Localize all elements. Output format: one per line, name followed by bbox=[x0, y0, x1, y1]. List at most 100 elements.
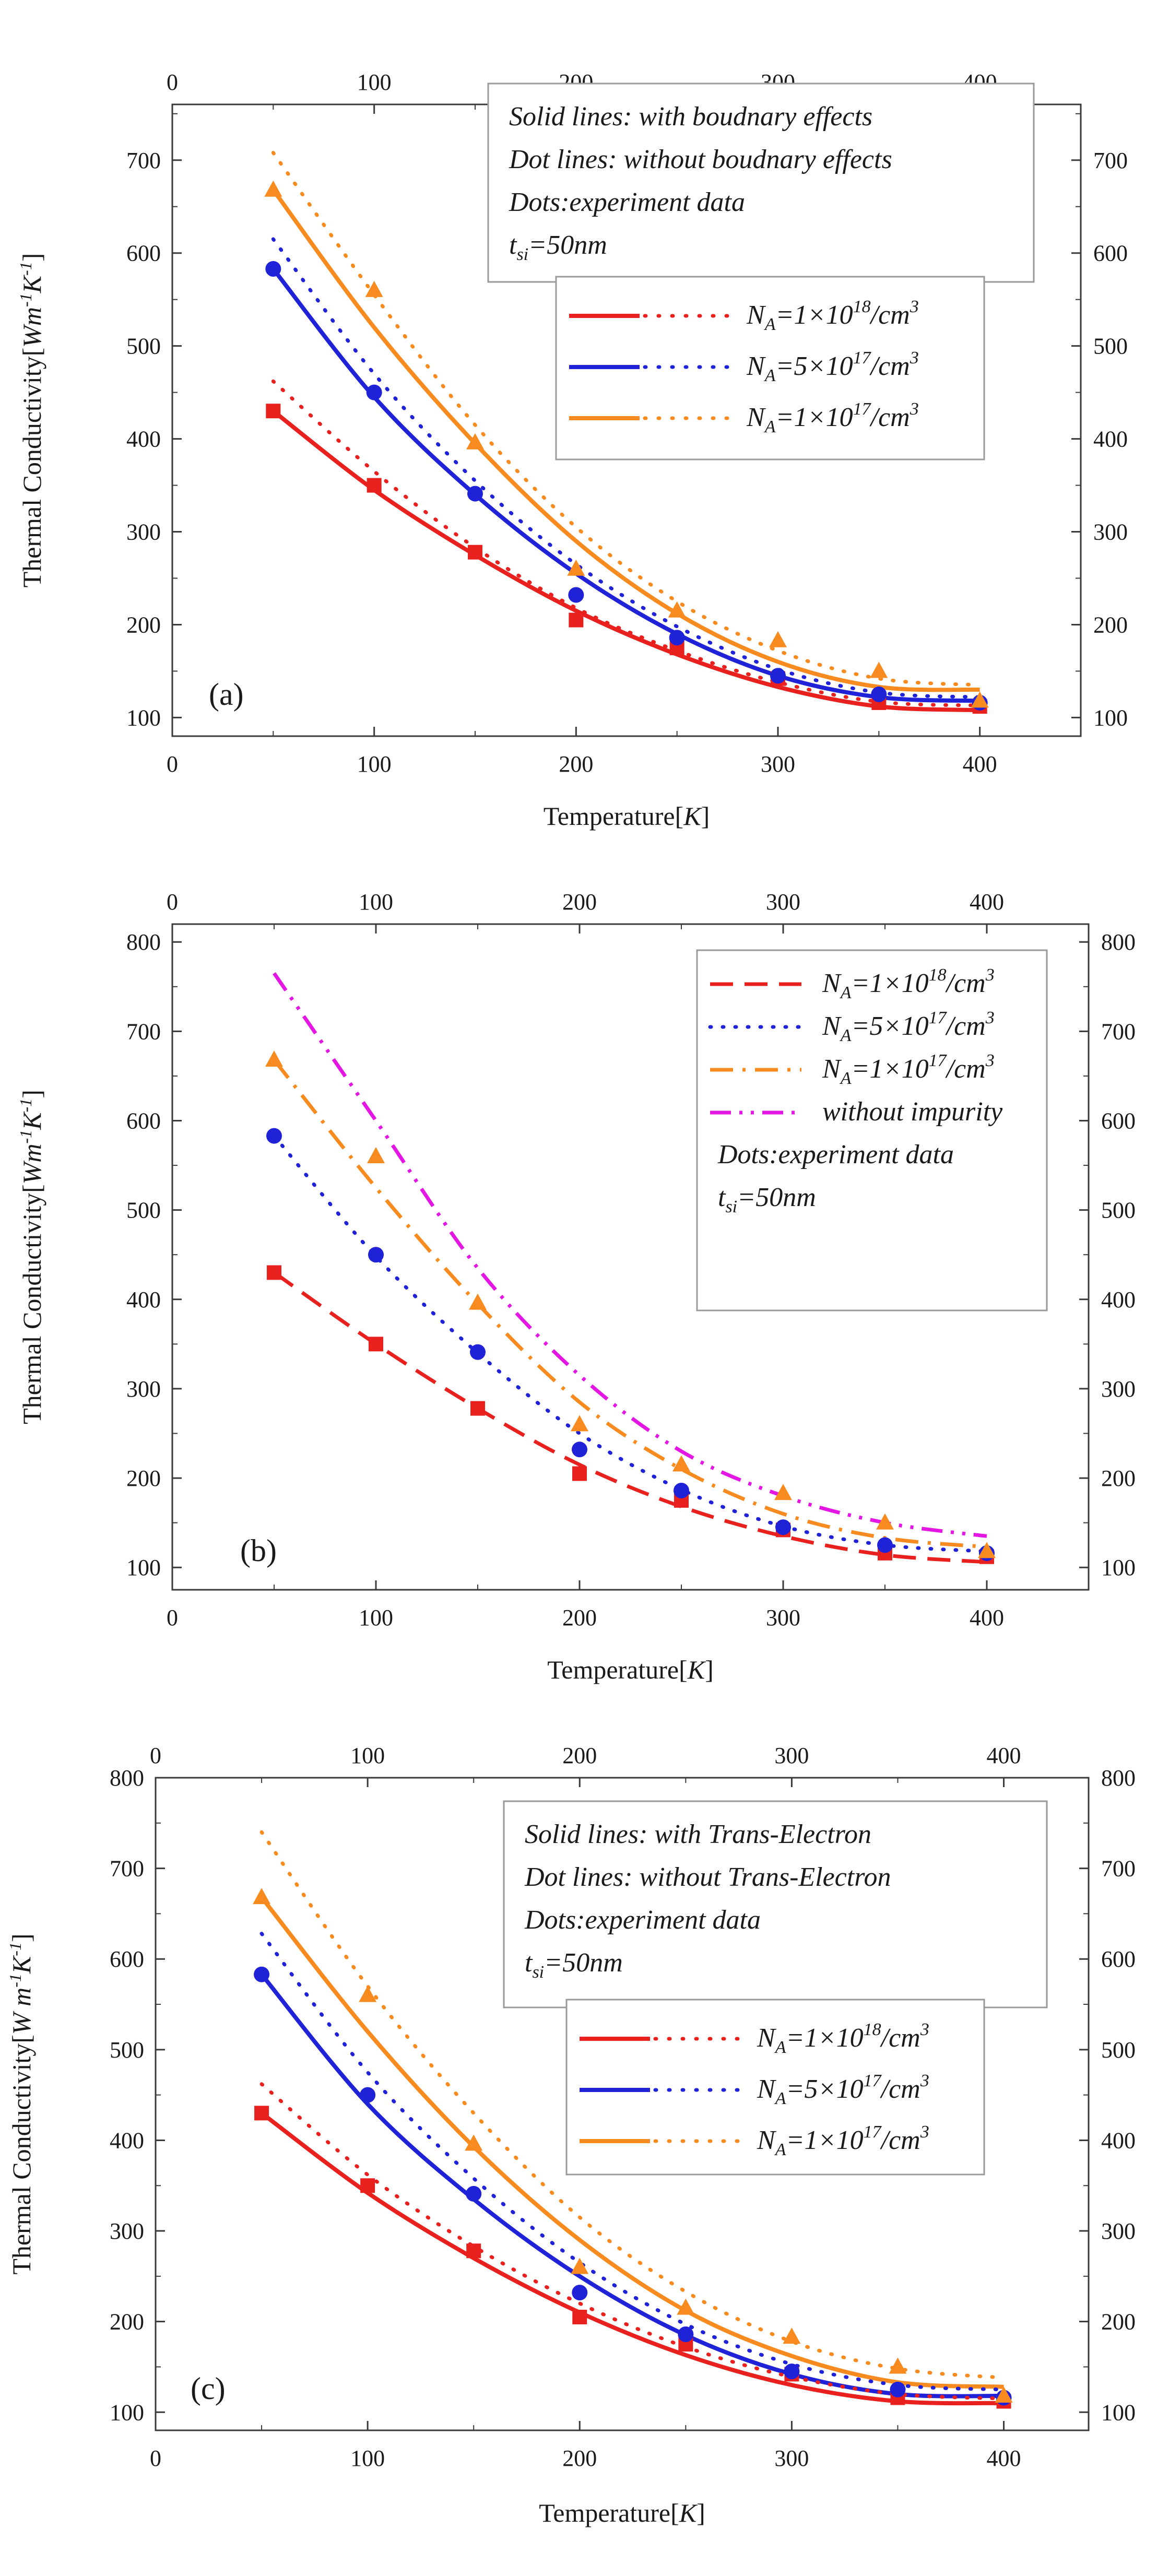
data-point bbox=[677, 2298, 695, 2315]
x-axis-title-text: Temperature[ bbox=[547, 1655, 688, 1684]
x-tick-label-top: 100 bbox=[359, 889, 393, 915]
legend-label-mid: =1×10 bbox=[851, 1054, 928, 1084]
y-tick-label-right: 700 bbox=[1101, 1019, 1136, 1044]
y-axis-title-unit2: K bbox=[7, 1955, 36, 1974]
y-tick-label: 400 bbox=[110, 2128, 144, 2153]
legend-label: NA=1×1017/cm3 bbox=[822, 1051, 995, 1088]
x-tick-label: 400 bbox=[963, 751, 997, 777]
x-tick-label: 0 bbox=[167, 751, 178, 777]
series-line bbox=[271, 409, 980, 713]
legend-label-mid: =5×10 bbox=[851, 1011, 928, 1041]
data-point bbox=[668, 601, 686, 618]
legend-label-n: N bbox=[822, 968, 842, 998]
data-point bbox=[470, 1344, 486, 1360]
y-tick-label-right: 600 bbox=[1101, 1108, 1136, 1134]
x-tick-label-top: 200 bbox=[562, 1743, 597, 1768]
y-tick-label: 800 bbox=[126, 929, 161, 955]
legend-label-exp: 17 bbox=[864, 2122, 882, 2142]
legend-label-mid: =1×10 bbox=[775, 300, 853, 330]
data-point bbox=[876, 1513, 894, 1530]
y-tick-label-right: 100 bbox=[1093, 705, 1128, 730]
y-axis-title-unit2: K bbox=[17, 274, 46, 293]
data-point bbox=[264, 180, 282, 197]
x-axis-title-text: Temperature[ bbox=[539, 2498, 679, 2527]
y-tick-label-right: 600 bbox=[1101, 1946, 1136, 1972]
data-point bbox=[470, 1401, 485, 1416]
legend-label-mid: =1×10 bbox=[775, 403, 853, 432]
data-point bbox=[571, 1415, 588, 1432]
legend-label: NA=5×1017/cm3 bbox=[757, 2071, 929, 2108]
legend-label-unit-exp: 3 bbox=[920, 2071, 929, 2090]
legend-label-n: N bbox=[757, 2125, 777, 2155]
y-tick-label: 100 bbox=[126, 1555, 161, 1580]
y-tick-label-right: 200 bbox=[1101, 2309, 1136, 2335]
y-tick-label: 700 bbox=[126, 1019, 161, 1044]
data-point bbox=[266, 1128, 282, 1144]
data-point bbox=[672, 1455, 690, 1472]
data-point bbox=[254, 1966, 270, 1982]
legend-label-unit-exp: 3 bbox=[985, 1051, 995, 1070]
legend-label-unit-exp: 3 bbox=[920, 2122, 929, 2142]
data-point bbox=[360, 2087, 376, 2103]
y-axis-title-text: Thermal Conductivity[ bbox=[17, 1184, 46, 1424]
info-tsi-base: t bbox=[509, 230, 517, 260]
info-tsi: tsi=50nm bbox=[718, 1183, 816, 1216]
y-axis-title: Thermal Conductivity[Wm-1K-1] bbox=[16, 253, 46, 588]
x-tick-label: 0 bbox=[150, 2445, 161, 2471]
data-point bbox=[359, 1986, 377, 2002]
series-line bbox=[273, 1058, 987, 1549]
data-point bbox=[365, 280, 383, 297]
series-line bbox=[259, 2082, 1006, 2401]
legend-label-sub: A bbox=[774, 2038, 786, 2057]
data-point bbox=[466, 2185, 482, 2202]
plot-frame bbox=[171, 923, 1090, 1591]
y-axis-title-close: ] bbox=[7, 1933, 36, 1942]
legend-label-exp: 17 bbox=[864, 2071, 882, 2090]
y-tick-label-right: 500 bbox=[1093, 334, 1128, 359]
legend-label-mid: =5×10 bbox=[786, 2074, 863, 2104]
x-tick-label: 100 bbox=[357, 751, 392, 777]
x-tick-label: 200 bbox=[559, 751, 593, 777]
y-tick-label-right: 600 bbox=[1093, 241, 1128, 266]
info-tsi: tsi=50nm bbox=[509, 230, 607, 264]
series-line bbox=[271, 379, 982, 707]
legend-label: NA=1×1017/cm3 bbox=[757, 2122, 929, 2159]
y-tick-label-right: 300 bbox=[1101, 2218, 1136, 2244]
y-axis-title-text: Thermal Conductivity[ bbox=[17, 348, 46, 588]
y-axis-title-exp: -1 bbox=[16, 1130, 35, 1144]
panel-label: (b) bbox=[240, 1533, 277, 1568]
y-tick-label: 100 bbox=[126, 705, 161, 730]
x-tick-label-top: 100 bbox=[357, 69, 392, 95]
info-line: Dot lines: without Trans-Electron bbox=[524, 1862, 891, 1892]
legend-label-unit-exp: 3 bbox=[985, 965, 995, 985]
data-point bbox=[467, 486, 483, 502]
data-point bbox=[367, 478, 382, 493]
y-tick-label-right: 300 bbox=[1101, 1376, 1136, 1402]
y-tick-label: 500 bbox=[110, 2037, 144, 2063]
legend-label: NA=5×1017/cm3 bbox=[746, 348, 919, 385]
legend-label-n: N bbox=[746, 351, 766, 381]
info-tsi-sub: si bbox=[725, 1197, 737, 1216]
legend-label-sub: A bbox=[764, 417, 776, 436]
y-axis-title: Thermal Conductivity[W m-1K-1] bbox=[6, 1933, 36, 2274]
data-point bbox=[468, 545, 482, 560]
legend-label-exp: 17 bbox=[853, 348, 872, 368]
y-tick-label-right: 800 bbox=[1101, 1765, 1136, 1791]
data-point bbox=[678, 2326, 694, 2342]
panel-label: (a) bbox=[209, 677, 244, 712]
legend-label-exp: 17 bbox=[929, 1008, 948, 1027]
y-axis-title-unit: Wm bbox=[17, 1143, 46, 1184]
y-axis-title-text: Thermal Conductivity[ bbox=[7, 2035, 36, 2275]
legend-label-mid: =5×10 bbox=[775, 351, 853, 381]
series-line bbox=[271, 188, 980, 692]
data-point bbox=[774, 1484, 792, 1500]
legend-label-mid: =1×10 bbox=[786, 2023, 863, 2053]
y-axis-title-exp: -1 bbox=[6, 1974, 25, 1988]
legend-label: NA=5×1017/cm3 bbox=[822, 1008, 995, 1045]
x-tick-label: 200 bbox=[562, 1605, 597, 1630]
info-box bbox=[487, 82, 1035, 283]
x-tick-label-top: 300 bbox=[766, 889, 800, 915]
legend-box bbox=[565, 1999, 985, 2176]
